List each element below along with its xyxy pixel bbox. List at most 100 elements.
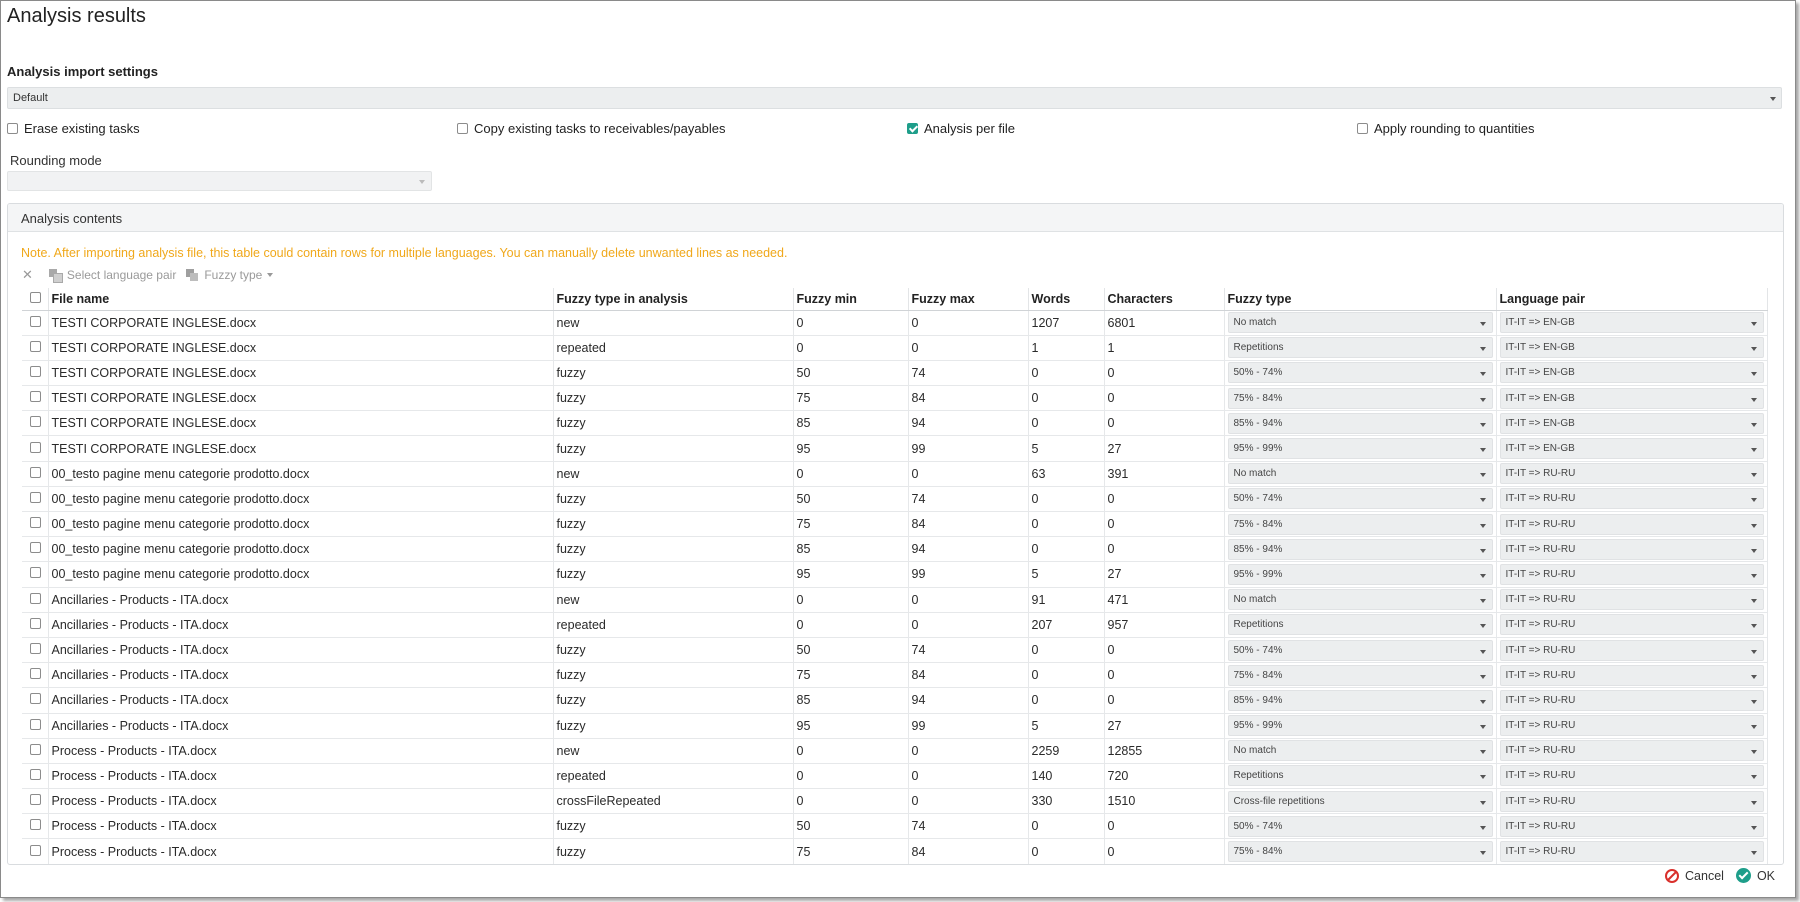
table-row[interactable]: 00_testo pagine menu categorie prodotto.… [22,511,1768,538]
row-checkbox[interactable] [30,819,41,831]
row-checkbox[interactable] [30,466,41,478]
table-row[interactable]: 00_testo pagine menu categorie prodotto.… [22,561,1768,588]
ok-button[interactable]: OK [1735,868,1775,883]
row-fuzzy-type-select[interactable]: Repetitions [1227,614,1493,636]
analysis-per-file-option[interactable]: Analysis per file [907,121,1015,136]
table-row[interactable]: Process - Products - ITA.docx fuzzy 75 84 0 0… [22,838,1768,864]
table-row[interactable]: TESTI CORPORATE INGLESE.docx fuzzy 75 84 0 0 7… [22,385,1768,412]
row-checkbox[interactable] [30,617,41,629]
row-checkbox[interactable] [30,315,41,327]
row-language-pair-select[interactable]: IT-IT => RU-RU [1499,538,1764,560]
table-row[interactable]: 00_testo pagine menu categorie prodotto.… [22,461,1768,487]
table-row[interactable]: Ancillaries - Products - ITA.docx new 0 0 91… [22,587,1768,613]
delete-rows-button[interactable]: ✕ [22,267,39,283]
column-header-fuzzy-max[interactable]: Fuzzy max [908,288,1029,311]
row-language-pair-select[interactable]: IT-IT => RU-RU [1499,614,1764,636]
row-fuzzy-type-select[interactable]: 75% - 84% [1227,387,1493,409]
row-checkbox[interactable] [30,844,41,856]
row-fuzzy-type-select[interactable]: 75% - 84% [1227,664,1493,686]
row-checkbox[interactable] [30,643,41,655]
row-checkbox[interactable] [30,718,41,730]
table-row[interactable]: 00_testo pagine menu categorie prodotto.… [22,536,1768,563]
row-fuzzy-type-select[interactable]: No match [1227,312,1493,334]
analysis-per-file-checkbox[interactable] [907,123,918,134]
row-language-pair-select[interactable]: IT-IT => RU-RU [1499,563,1764,585]
table-row[interactable]: Ancillaries - Products - ITA.docx fuzzy 75… [22,662,1768,689]
row-fuzzy-type-select[interactable]: No match [1227,589,1493,611]
row-fuzzy-type-select[interactable]: Cross-file repetitions [1227,790,1493,812]
row-fuzzy-type-select[interactable]: No match [1227,740,1493,762]
row-fuzzy-type-select[interactable]: 75% - 84% [1227,513,1493,535]
row-fuzzy-type-select[interactable]: Repetitions [1227,765,1493,787]
erase-existing-tasks-checkbox[interactable] [7,123,18,134]
table-row[interactable]: Ancillaries - Products - ITA.docx fuzzy 85… [22,687,1768,714]
row-language-pair-select[interactable]: IT-IT => EN-GB [1499,337,1764,359]
cancel-button[interactable]: Cancel [1665,868,1724,883]
row-fuzzy-type-select[interactable]: 85% - 94% [1227,412,1493,434]
row-fuzzy-type-select[interactable]: 95% - 99% [1227,563,1493,585]
row-language-pair-select[interactable]: IT-IT => RU-RU [1499,765,1764,787]
copy-existing-tasks-option[interactable]: Copy existing tasks to receivables/payab… [457,121,725,136]
row-language-pair-select[interactable]: IT-IT => RU-RU [1499,463,1764,485]
row-checkbox[interactable] [30,567,41,579]
table-row[interactable]: Process - Products - ITA.docx new 0 0 2259 12… [22,738,1768,764]
column-header-characters[interactable]: Characters [1104,288,1225,311]
fuzzy-type-dropdown[interactable]: Fuzzy type [186,268,274,282]
row-checkbox[interactable] [30,517,41,529]
import-settings-select[interactable]: Default [7,87,1782,109]
column-header-fuzzy-type-in-analysis[interactable]: Fuzzy type in analysis [553,288,794,311]
copy-existing-tasks-checkbox[interactable] [457,123,468,134]
row-fuzzy-type-select[interactable]: 95% - 99% [1227,438,1493,460]
row-language-pair-select[interactable]: IT-IT => RU-RU [1499,589,1764,611]
row-fuzzy-type-select[interactable]: 50% - 74% [1227,488,1493,510]
erase-existing-tasks-option[interactable]: Erase existing tasks [7,121,140,136]
row-fuzzy-type-select[interactable]: Repetitions [1227,337,1493,359]
row-language-pair-select[interactable]: IT-IT => RU-RU [1499,715,1764,737]
row-checkbox[interactable] [30,743,41,755]
row-checkbox[interactable] [30,542,41,554]
table-row[interactable]: TESTI CORPORATE INGLESE.docx fuzzy 85 94 0 0 8… [22,410,1768,437]
row-fuzzy-type-select[interactable]: 85% - 94% [1227,689,1493,711]
row-checkbox[interactable] [30,794,41,806]
table-row[interactable]: 00_testo pagine menu categorie prodotto.… [22,486,1768,513]
row-checkbox[interactable] [30,416,41,428]
row-checkbox[interactable] [30,365,41,377]
row-checkbox[interactable] [30,668,41,680]
column-header-fuzzy-type[interactable]: Fuzzy type [1224,288,1497,311]
row-fuzzy-type-select[interactable]: 85% - 94% [1227,538,1493,560]
row-language-pair-select[interactable]: IT-IT => EN-GB [1499,438,1764,460]
rounding-mode-select[interactable] [7,171,432,191]
column-header-words[interactable]: Words [1028,288,1105,311]
column-header-file-name[interactable]: File name [48,288,554,311]
row-checkbox[interactable] [30,391,41,403]
table-row[interactable]: TESTI CORPORATE INGLESE.docx new 0 0 1207 680… [22,310,1768,336]
row-language-pair-select[interactable]: IT-IT => RU-RU [1499,488,1764,510]
row-fuzzy-type-select[interactable]: 50% - 74% [1227,815,1493,837]
row-language-pair-select[interactable]: IT-IT => RU-RU [1499,815,1764,837]
row-checkbox[interactable] [30,491,41,503]
row-language-pair-select[interactable]: IT-IT => RU-RU [1499,639,1764,661]
column-header-language-pair[interactable]: Language pair [1496,288,1768,311]
row-language-pair-select[interactable]: IT-IT => RU-RU [1499,841,1764,863]
row-language-pair-select[interactable]: IT-IT => RU-RU [1499,664,1764,686]
table-row[interactable]: Ancillaries - Products - ITA.docx repeate… [22,612,1768,638]
row-checkbox[interactable] [30,441,41,453]
row-language-pair-select[interactable]: IT-IT => RU-RU [1499,790,1764,812]
table-row[interactable]: TESTI CORPORATE INGLESE.docx repeated 0 0 1 1… [22,335,1768,361]
table-row[interactable]: Process - Products - ITA.docx fuzzy 50 74 0 0… [22,813,1768,840]
row-language-pair-select[interactable]: IT-IT => EN-GB [1499,387,1764,409]
row-fuzzy-type-select[interactable]: No match [1227,463,1493,485]
table-row[interactable]: Ancillaries - Products - ITA.docx fuzzy 95… [22,713,1768,739]
row-fuzzy-type-select[interactable]: 50% - 74% [1227,362,1493,384]
row-language-pair-select[interactable]: IT-IT => RU-RU [1499,513,1764,535]
row-checkbox[interactable] [30,693,41,705]
column-header-fuzzy-min[interactable]: Fuzzy min [793,288,909,311]
table-row[interactable]: Process - Products - ITA.docx crossFileRe… [22,788,1768,815]
row-language-pair-select[interactable]: IT-IT => RU-RU [1499,740,1764,762]
row-language-pair-select[interactable]: IT-IT => EN-GB [1499,362,1764,384]
select-all-checkbox[interactable] [30,291,41,303]
select-language-pair-button[interactable]: Select language pair [48,268,176,283]
row-language-pair-select[interactable]: IT-IT => EN-GB [1499,412,1764,434]
row-language-pair-select[interactable]: IT-IT => EN-GB [1499,312,1764,334]
row-fuzzy-type-select[interactable]: 95% - 99% [1227,715,1493,737]
